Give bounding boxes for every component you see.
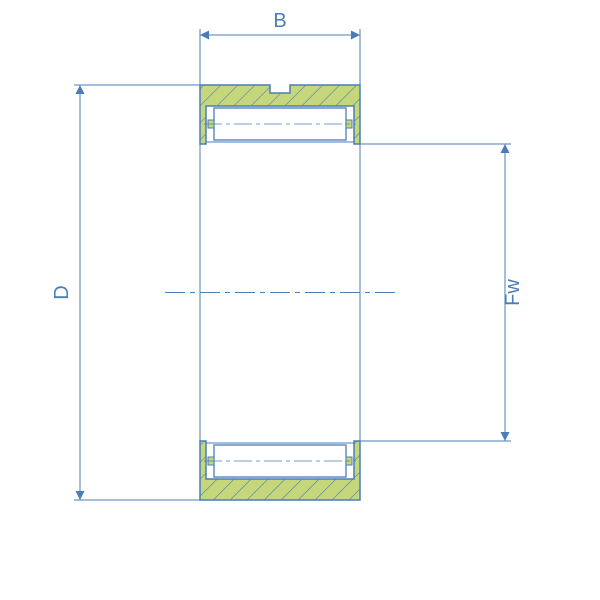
label-B: B — [273, 10, 286, 32]
label-D: D — [51, 285, 73, 299]
label-Fw: Fw — [502, 279, 524, 306]
